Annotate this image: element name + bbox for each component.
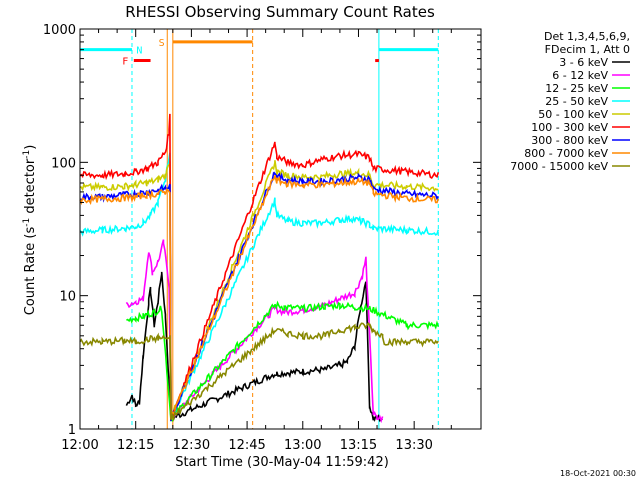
y-axis-label-part: Count Rate (s	[23, 227, 38, 316]
y-axis-label-part: detector	[23, 158, 38, 218]
time-markers	[79, 29, 439, 429]
legend-label: 800 - 7000 keV	[524, 147, 608, 160]
status-flags: NF S	[80, 38, 439, 68]
legend-header: FDecim 1, Att 0	[545, 43, 630, 56]
series-line	[79, 321, 439, 422]
y-tick-label: 1	[68, 423, 76, 438]
y-axis-label: Count Rate (s-1 detector-1)	[22, 145, 38, 316]
x-axis: 12:00 12:15 12:30 12:45 13:00 13:15 13:30	[61, 29, 452, 453]
x-tick-label: 13:00	[284, 438, 321, 453]
chart-title: RHESSI Observing Summary Count Rates	[125, 3, 435, 21]
flag-label: F	[122, 57, 128, 68]
flag-label: S	[159, 38, 165, 49]
y-tick-label: 10	[59, 290, 76, 305]
legend-label: 12 - 25 keV	[545, 82, 608, 95]
legend-label: 300 - 800 keV	[531, 134, 608, 147]
x-tick-label: 13:15	[340, 438, 377, 453]
plot-frame	[79, 28, 482, 430]
y-axis-label-part: )	[23, 145, 38, 150]
x-tick-label: 13:30	[395, 438, 432, 453]
x-tick-label: 12:15	[117, 438, 154, 453]
y-tick-label: 100	[51, 156, 76, 171]
y-axis-label-exp: -1	[22, 218, 32, 227]
legend-label: 50 - 100 keV	[538, 108, 608, 121]
legend-label: 7000 - 15000 keV	[510, 160, 608, 173]
legend: Det 1,3,4,5,6,9,FDecim 1, Att 03 - 6 keV…	[510, 30, 630, 173]
footer-date: 18-Oct-2021 00:30	[560, 469, 636, 478]
x-axis-label: Start Time (30-May-04 11:59:42)	[175, 455, 389, 470]
legend-label: 25 - 50 keV	[545, 95, 608, 108]
series-line	[125, 239, 384, 424]
legend-header: Det 1,3,4,5,6,9,	[544, 30, 630, 43]
series-lines	[79, 113, 440, 424]
y-axis: 1 10 100 1000	[43, 23, 481, 438]
flag-label: N	[136, 46, 142, 57]
series-line	[79, 160, 439, 422]
x-tick-label: 12:30	[173, 438, 210, 453]
legend-label: 100 - 300 keV	[531, 121, 608, 134]
series-line	[79, 152, 440, 420]
x-tick-label: 12:00	[61, 438, 98, 453]
series-line	[125, 271, 383, 422]
series-line	[79, 113, 440, 421]
x-tick-label: 12:45	[228, 438, 265, 453]
y-tick-label: 1000	[43, 23, 76, 38]
legend-label: 6 - 12 keV	[552, 69, 608, 82]
legend-label: 3 - 6 keV	[559, 56, 608, 69]
y-axis-label-exp: -1	[22, 150, 32, 159]
series-line	[79, 175, 440, 419]
